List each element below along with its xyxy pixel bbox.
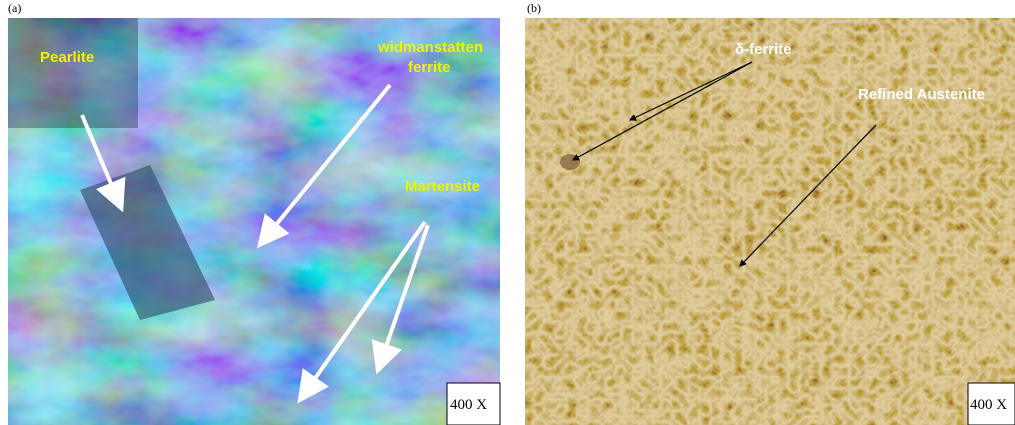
magnification: 400 X — [450, 397, 487, 413]
annotation: Martensite — [405, 178, 480, 195]
annotation: Pearlite — [40, 49, 94, 66]
annotation: widmanstatten — [377, 39, 483, 56]
magnification: 400 X — [970, 397, 1007, 413]
annotation: δ-ferrite — [735, 41, 792, 58]
panel-label: (a) — [8, 1, 21, 15]
panel-label: (b) — [527, 1, 541, 15]
annotation: Refined Austenite — [858, 86, 985, 103]
annotation: ferrite — [408, 59, 451, 76]
image-texture — [525, 18, 1015, 425]
delta-ferrite-spot — [560, 154, 580, 170]
figure: (a) (b) Pearlite widmanstatten ferrite M… — [0, 0, 1015, 425]
dark-region — [8, 18, 138, 128]
micrograph-a: Pearlite widmanstatten ferrite Martensit… — [8, 18, 500, 425]
micrograph-b: δ-ferrite Refined Austenite 400 X — [525, 18, 1015, 425]
